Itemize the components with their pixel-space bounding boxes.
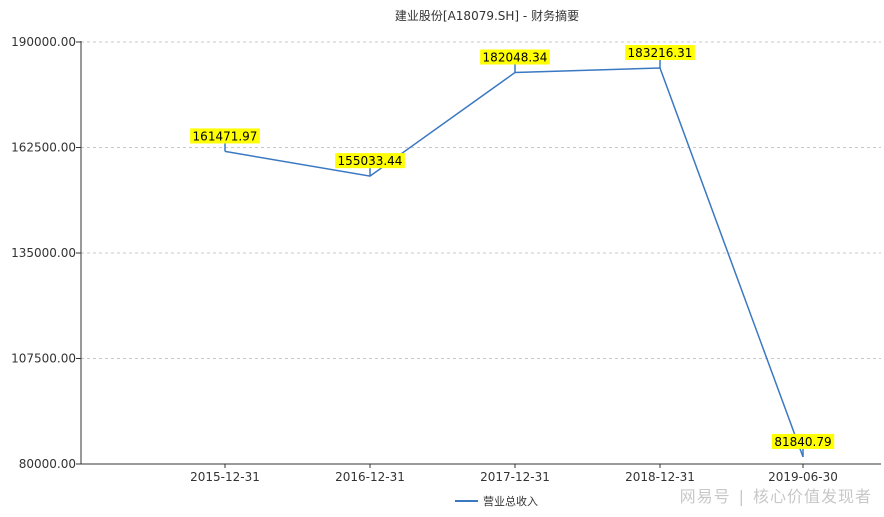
x-tick-label: 2017-12-31 <box>480 470 550 484</box>
x-tick-label: 2015-12-31 <box>190 470 260 484</box>
data-label: 183216.31 <box>625 45 695 69</box>
data-label-bg <box>625 45 695 61</box>
x-tick-label: 2018-12-31 <box>625 470 695 484</box>
data-label: 81840.79 <box>771 433 835 457</box>
series-lines <box>224 67 804 458</box>
legend-label: 营业总收入 <box>483 494 538 508</box>
data-label-text: 182048.34 <box>483 51 548 65</box>
data-labels: 161471.97 155033.44 182048.34 183216.31 8184… <box>190 45 835 457</box>
x-axis-ticks: 2015-12-31 2016-12-31 2017-12-31 2018-12-31… <box>190 464 838 484</box>
data-label: 161471.97 <box>190 128 260 152</box>
data-label: 155033.44 <box>335 153 405 177</box>
watermark-account: 核心价值发现者 <box>752 487 872 506</box>
watermark-separator: | <box>738 487 745 506</box>
data-label-bg <box>480 49 550 65</box>
watermark: 网易号 | 核心价值发现者 <box>680 483 872 507</box>
chart-title: 建业股份[A18079.SH] - 财务摘要 <box>395 8 579 23</box>
data-label: 182048.34 <box>480 49 550 73</box>
series-line <box>224 67 804 458</box>
legend: 营业总收入 <box>455 494 538 508</box>
data-label-text: 161471.97 <box>193 129 258 143</box>
y-tick-label: 162500.00 <box>11 141 76 155</box>
data-label-text: 81840.79 <box>774 435 831 449</box>
x-tick-label: 2019-06-30 <box>768 470 838 484</box>
data-label-text: 155033.44 <box>338 154 403 168</box>
y-tick-label: 80000.00 <box>19 457 76 471</box>
watermark-brand: 网易号 <box>679 487 731 506</box>
y-axis-ticks: 190000.00 162500.00 135000.00 107500.00 8000… <box>11 35 81 471</box>
grid-lines <box>81 41 881 359</box>
data-label-bg <box>771 433 835 449</box>
data-label-bg <box>335 153 405 169</box>
y-tick-label: 107500.00 <box>11 352 76 366</box>
y-tick-label: 190000.00 <box>11 35 76 49</box>
data-label-text: 183216.31 <box>628 46 693 60</box>
data-label-bg <box>190 128 260 144</box>
x-tick-label: 2016-12-31 <box>335 470 405 484</box>
y-tick-label: 135000.00 <box>11 246 76 260</box>
